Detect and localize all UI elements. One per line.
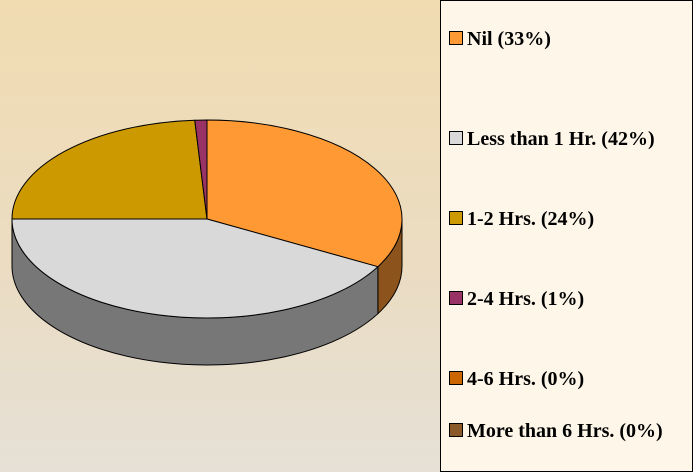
pie-slice	[11, 119, 208, 220]
legend-swatch	[449, 423, 463, 437]
legend-label: 1-2 Hrs. (24%)	[467, 208, 595, 230]
pie-slice	[194, 119, 208, 220]
pie-slice	[11, 218, 379, 319]
legend-swatch	[449, 31, 463, 45]
legend-swatch	[449, 371, 463, 385]
legend-swatch	[449, 131, 463, 145]
legend-label: Less than 1 Hr. (42%)	[467, 128, 655, 150]
legend-swatch	[449, 291, 463, 305]
legend-label: More than 6 Hrs. (0%)	[467, 420, 663, 442]
pie-slice	[206, 119, 403, 268]
legend-label: Nil (33%)	[467, 28, 551, 50]
legend: Nil (33%) Less than 1 Hr. (42%) 1-2 Hrs. (…	[440, 0, 693, 472]
pie-chart	[11, 119, 403, 366]
legend-swatch	[449, 211, 463, 225]
legend-label: 2-4 Hrs. (1%)	[467, 288, 585, 310]
legend-label: 4-6 Hrs. (0%)	[467, 368, 585, 390]
